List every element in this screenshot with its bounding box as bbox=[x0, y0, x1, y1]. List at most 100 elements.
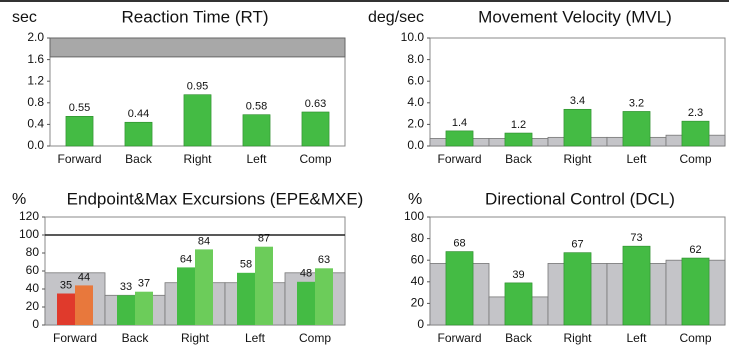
y-tick-label: 0.0 bbox=[27, 138, 44, 152]
bar bbox=[504, 282, 533, 326]
bar bbox=[622, 111, 651, 147]
bar bbox=[65, 116, 94, 147]
bar bbox=[135, 291, 153, 325]
x-tick-label: Comp bbox=[679, 152, 711, 166]
x-tick-label: Comp bbox=[299, 331, 331, 345]
y-tick-label: 8.0 bbox=[407, 52, 424, 66]
value-label: 62 bbox=[689, 244, 701, 256]
value-label: 64 bbox=[180, 253, 192, 265]
value-label: 48 bbox=[300, 268, 312, 280]
value-label: 3.2 bbox=[629, 97, 644, 109]
value-label: 0.44 bbox=[128, 108, 149, 120]
x-tick-label: Back bbox=[125, 152, 153, 166]
y-tick-label: 100 bbox=[404, 209, 424, 223]
x-tick-label: Forward bbox=[53, 331, 97, 345]
value-label: 67 bbox=[571, 239, 583, 251]
unit-label: % bbox=[408, 191, 422, 208]
value-label: 0.58 bbox=[246, 101, 267, 113]
value-label: 84 bbox=[198, 235, 210, 247]
y-tick-label: 1.6 bbox=[27, 52, 44, 66]
value-label: 33 bbox=[120, 281, 132, 293]
value-label: 63 bbox=[318, 254, 330, 266]
value-label: 68 bbox=[453, 237, 465, 249]
bar bbox=[445, 130, 474, 147]
x-tick-label: Left bbox=[626, 331, 647, 345]
x-tick-label: Back bbox=[505, 152, 533, 166]
chart-title: Reaction Time (RT) bbox=[121, 7, 268, 26]
x-tick-label: Left bbox=[246, 152, 267, 166]
value-label: 58 bbox=[240, 259, 252, 271]
y-tick-label: 40 bbox=[411, 274, 425, 288]
y-tick-label: 100 bbox=[19, 227, 39, 241]
y-tick-label: 4.0 bbox=[407, 95, 424, 109]
unit-label: sec bbox=[12, 9, 37, 26]
bar bbox=[255, 246, 273, 325]
value-label: 3.4 bbox=[570, 95, 585, 107]
bar bbox=[117, 295, 135, 325]
value-label: 0.55 bbox=[69, 102, 90, 114]
y-tick-label: 20 bbox=[26, 299, 40, 313]
reference-band bbox=[49, 37, 346, 58]
y-tick-label: 120 bbox=[19, 209, 39, 223]
bar bbox=[681, 120, 710, 147]
bar bbox=[237, 272, 255, 325]
x-tick-label: Forward bbox=[57, 152, 101, 166]
bar bbox=[177, 267, 195, 325]
value-label: 0.63 bbox=[305, 98, 326, 110]
bar bbox=[124, 121, 153, 147]
y-tick-label: 80 bbox=[411, 231, 425, 245]
chart-title: Endpoint&Max Excursions (EPE&MXE) bbox=[67, 189, 364, 208]
bar bbox=[563, 252, 592, 326]
y-tick-label: 0 bbox=[32, 317, 39, 331]
y-tick-label: 0.0 bbox=[407, 138, 424, 152]
bar bbox=[315, 268, 333, 325]
x-tick-label: Forward bbox=[437, 152, 481, 166]
bar bbox=[297, 281, 315, 325]
x-tick-label: Right bbox=[563, 331, 592, 345]
x-tick-label: Left bbox=[626, 152, 647, 166]
value-label: 44 bbox=[78, 271, 90, 283]
y-tick-label: 20 bbox=[411, 296, 425, 310]
unit-label: % bbox=[12, 191, 26, 208]
y-tick-label: 0.4 bbox=[27, 117, 44, 131]
value-label: 39 bbox=[512, 269, 524, 281]
chart-title: Movement Velocity (MVL) bbox=[478, 7, 672, 26]
x-tick-label: Comp bbox=[299, 152, 331, 166]
bar bbox=[195, 249, 213, 325]
y-tick-label: 80 bbox=[26, 245, 40, 259]
y-tick-label: 40 bbox=[26, 281, 40, 295]
x-tick-label: Right bbox=[183, 152, 212, 166]
bar bbox=[57, 293, 75, 325]
bar bbox=[445, 251, 474, 326]
y-tick-label: 10.0 bbox=[401, 30, 425, 44]
y-tick-label: 60 bbox=[26, 263, 40, 277]
x-tick-label: Right bbox=[563, 152, 592, 166]
unit-label: deg/sec bbox=[368, 9, 424, 26]
y-tick-label: 2.0 bbox=[27, 30, 44, 44]
value-label: 73 bbox=[630, 232, 642, 244]
y-tick-label: 6.0 bbox=[407, 73, 424, 87]
bar bbox=[504, 132, 533, 147]
x-tick-label: Forward bbox=[437, 331, 481, 345]
value-label: 1.2 bbox=[511, 119, 526, 131]
x-tick-label: Left bbox=[245, 331, 266, 345]
y-tick-label: 0.8 bbox=[27, 95, 44, 109]
x-tick-label: Back bbox=[505, 331, 533, 345]
y-tick-label: 2.0 bbox=[407, 117, 424, 131]
bar bbox=[622, 245, 651, 326]
value-label: 35 bbox=[60, 279, 72, 291]
chart-title: Directional Control (DCL) bbox=[485, 189, 675, 208]
x-tick-label: Right bbox=[181, 331, 210, 345]
bar bbox=[681, 257, 710, 326]
bar bbox=[183, 94, 212, 147]
value-label: 0.95 bbox=[187, 81, 208, 93]
value-label: 37 bbox=[138, 278, 150, 290]
y-tick-label: 0 bbox=[417, 317, 424, 331]
bar bbox=[301, 111, 330, 147]
x-tick-label: Back bbox=[122, 331, 150, 345]
y-tick-label: 1.2 bbox=[27, 73, 44, 87]
bar bbox=[563, 108, 592, 147]
bar bbox=[75, 285, 93, 325]
value-label: 1.4 bbox=[452, 117, 467, 129]
